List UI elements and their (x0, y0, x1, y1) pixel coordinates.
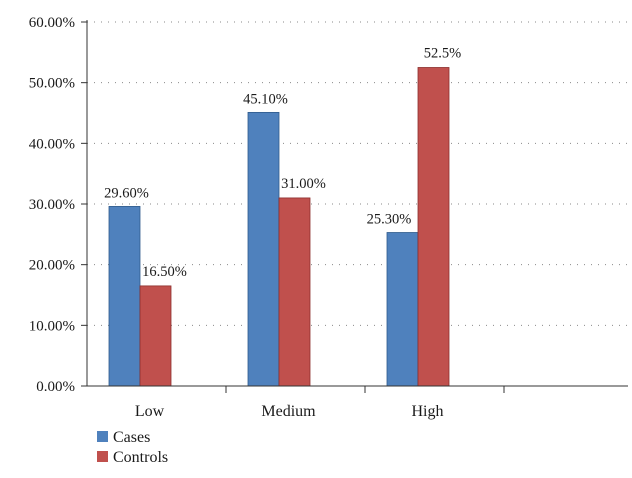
y-tick-labels: 0.00% 10.00% 20.00% 30.00% 40.00% 50.00% 60.00… (29, 15, 75, 395)
legend-swatch-controls (97, 451, 108, 462)
y-tick-label: 50.00% (29, 76, 75, 92)
x-category-labels: Low Medium High (135, 403, 444, 420)
legend-swatch-cases (97, 431, 108, 442)
bar-cases-high (386, 232, 419, 387)
bar-controls-low (139, 285, 172, 387)
x-category-label: Low (135, 403, 165, 420)
legend: Cases Controls (97, 429, 168, 466)
bar-cases-medium (247, 111, 280, 387)
bar-controls-high (417, 67, 450, 387)
y-tick-label: 40.00% (29, 136, 75, 152)
data-label-controls-low: 16.50% (142, 264, 187, 280)
y-tick-label: 60.00% (29, 15, 75, 31)
bars (108, 67, 450, 387)
data-labels: 29.60% 16.50% 45.10% 31.00% 25.30% 52.5% (104, 46, 461, 280)
data-label-cases-high: 25.30% (367, 212, 412, 228)
x-category-label: High (412, 403, 444, 420)
data-label-cases-medium: 45.10% (243, 91, 288, 107)
y-tick-label: 30.00% (29, 197, 75, 213)
y-tick-label: 10.00% (29, 318, 75, 334)
x-category-label: Medium (261, 403, 316, 420)
legend-label-cases: Cases (113, 429, 150, 446)
y-tick-label: 0.00% (36, 379, 75, 395)
legend-label-controls: Controls (113, 449, 168, 466)
axes (81, 20, 628, 393)
y-tick-label: 20.00% (29, 258, 75, 274)
bar-cases-low (108, 206, 141, 387)
data-label-controls-medium: 31.00% (281, 176, 326, 192)
bar-controls-medium (278, 197, 311, 387)
data-label-controls-high: 52.5% (424, 46, 461, 62)
data-label-cases-low: 29.60% (104, 185, 149, 201)
